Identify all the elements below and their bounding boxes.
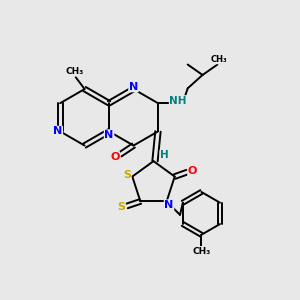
Text: NH: NH — [169, 96, 187, 106]
Text: N: N — [129, 82, 138, 92]
Text: N: N — [104, 130, 114, 140]
Text: S: S — [117, 202, 125, 212]
Text: N: N — [164, 200, 174, 210]
Text: CH₃: CH₃ — [192, 247, 211, 256]
Text: O: O — [110, 152, 119, 162]
Text: H: H — [160, 150, 169, 160]
Text: N: N — [53, 126, 62, 136]
Text: CH₃: CH₃ — [211, 55, 227, 64]
Text: CH₃: CH₃ — [65, 67, 83, 76]
Text: O: O — [188, 166, 197, 176]
Text: S: S — [123, 170, 131, 180]
